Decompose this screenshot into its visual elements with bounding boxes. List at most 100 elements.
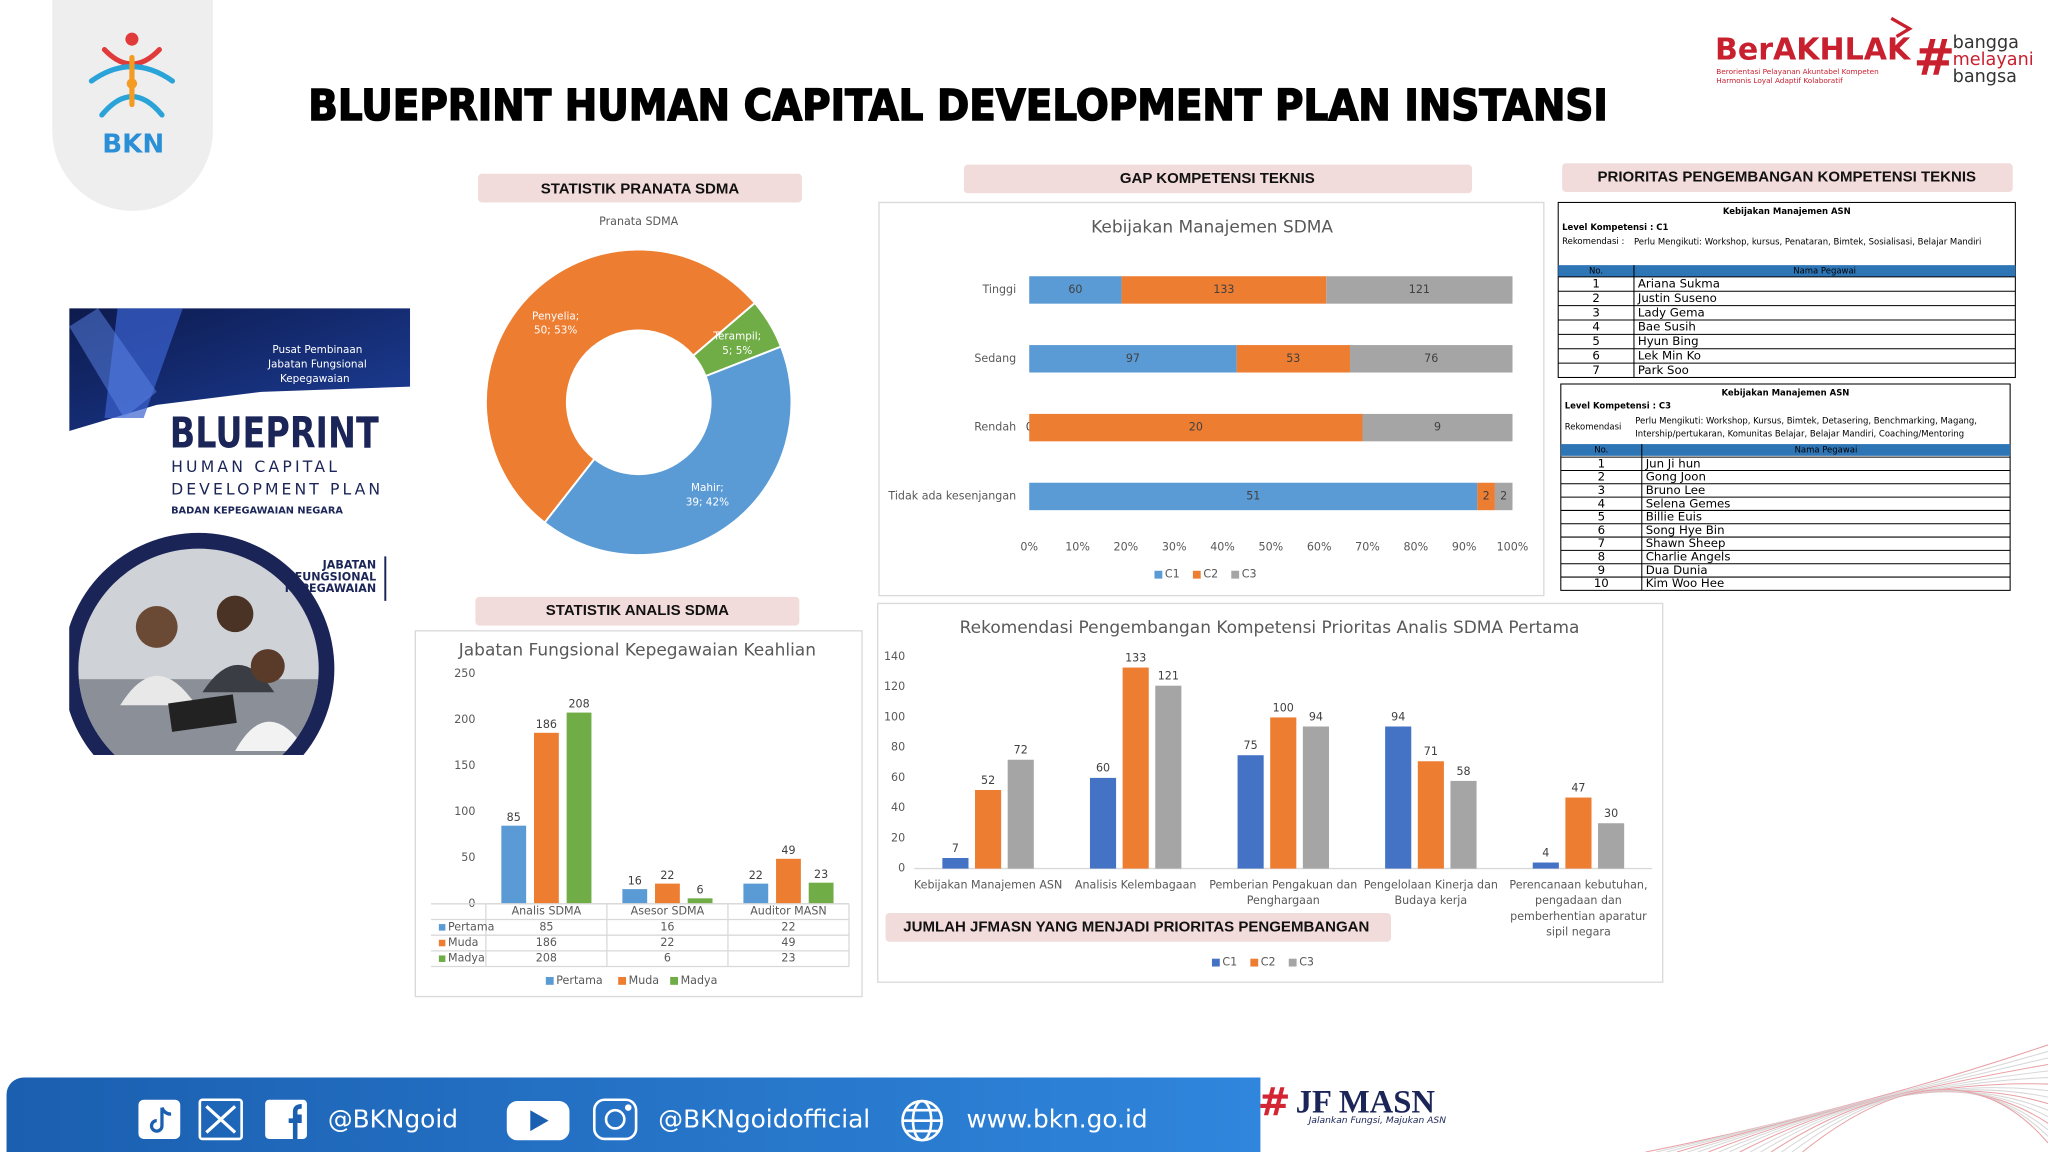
bar — [942, 857, 969, 869]
table-cell: 4 — [1592, 320, 1599, 334]
bar — [743, 883, 769, 904]
text-line: pengadaan dan — [1535, 894, 1622, 907]
data-label: 23 — [814, 868, 828, 881]
text-line: Mahir; — [691, 482, 724, 494]
bar — [1450, 780, 1477, 869]
legend-label: C1 — [1222, 956, 1237, 969]
cover-publisher: Jabatan Fungsional — [267, 358, 367, 370]
data-label: 72 — [1014, 744, 1028, 757]
legend-label: C1 — [1165, 568, 1180, 581]
decoration — [1645, 1044, 2048, 1152]
data-label: 85 — [507, 811, 521, 824]
x-tick-label: 100% — [1497, 540, 1529, 553]
cover-agency: BADAN KEPEGAWAIAN NEGARA — [171, 506, 343, 517]
table-rec: Perlu Mengikuti: Workshop, Kursus, Bimte… — [1635, 415, 1977, 438]
legend-swatch — [1288, 958, 1297, 967]
table-value: 208 — [536, 952, 557, 965]
legend-swatch — [670, 976, 679, 985]
table-category: Auditor MASN — [750, 905, 826, 918]
data-label: 97 — [1126, 352, 1140, 365]
text-line: Penyelia; — [532, 310, 579, 322]
x-tick-label: Kebijakan Manajemen ASN — [914, 879, 1062, 892]
decor-line — [1802, 1089, 2048, 1152]
x-tick-label: 70% — [1355, 540, 1380, 553]
table-cell: 10 — [1594, 576, 1609, 590]
legend-label: Madya — [681, 974, 718, 987]
section-label: STATISTIK PRANATA SDMA — [541, 180, 740, 197]
data-label: 7 — [952, 842, 959, 855]
table-cell: Selena Gemes — [1646, 496, 1731, 510]
table-header-cell: Nama Pegawai — [1793, 266, 1856, 276]
brand-line: Berorientasi Pelayanan Akuntabel Kompete… — [1716, 67, 1879, 76]
bar — [1385, 726, 1412, 869]
y-tick-label: 60 — [891, 771, 905, 784]
data-label: 47 — [1571, 781, 1585, 794]
y-tick-label: Sedang — [974, 352, 1016, 365]
table-cell: Lady Gema — [1638, 305, 1705, 319]
x-tick-label: Perencanaan kebutuhan, pengadaan dan pembe… — [1509, 879, 1647, 939]
section-label: PRIORITAS PENGEMBANGAN KOMPETENSI TEKNIS — [1598, 169, 1976, 186]
legend-swatch — [545, 976, 554, 985]
chart-frame — [878, 201, 1545, 597]
table-cell: 1 — [1592, 277, 1599, 291]
footer-bar — [6, 1077, 1261, 1152]
table-value: 6 — [664, 952, 671, 965]
x-tick-label: Pengelolaan Kinerja dan Budaya kerja — [1364, 879, 1498, 908]
y-tick-label: Rendah — [974, 421, 1016, 434]
y-tick-label: Tinggi — [981, 283, 1016, 296]
text-line: 5; 5% — [722, 345, 752, 357]
x-tick-label: 20% — [1114, 540, 1139, 553]
y-tick-label: 80 — [891, 741, 905, 754]
jf-hash: # — [1258, 1080, 1291, 1125]
bar — [687, 898, 713, 904]
bar — [1122, 667, 1149, 869]
table-value: 85 — [539, 920, 553, 933]
text-line: Penghargaan — [1247, 894, 1320, 907]
table-cell: Hyun Bing — [1638, 334, 1699, 348]
data-label: 121 — [1409, 283, 1430, 296]
table-cell: Lek Min Ko — [1638, 348, 1701, 362]
legend-swatch — [1154, 570, 1163, 579]
x-tick-label: Pemberian Pengakuan dan Penghargaan — [1209, 879, 1357, 908]
section-label: JUMLAH JFMASN YANG MENJADI PRIORITAS PEN… — [903, 918, 1369, 935]
bar — [1237, 755, 1264, 869]
table-cell: 5 — [1592, 334, 1599, 348]
table-cell: 6 — [1592, 348, 1599, 362]
text-line: Terampil; — [712, 331, 761, 343]
data-label: Mahir; 39; 42% — [686, 482, 729, 508]
table-category: Asesor SDMA — [631, 905, 705, 918]
y-tick-label: 250 — [454, 667, 475, 680]
jf-motto: Jalankan Fungsi, Majukan ASN — [1307, 1116, 1446, 1126]
section-label-box — [963, 164, 1472, 194]
section-label: GAP KOMPETENSI TEKNIS — [1120, 170, 1315, 187]
text-line: Budaya kerja — [1395, 894, 1468, 907]
data-label: 75 — [1244, 739, 1258, 752]
bar — [1155, 685, 1182, 869]
legend-swatch — [618, 976, 627, 985]
tagline: bangga — [1953, 33, 2019, 53]
table-header — [1560, 444, 2011, 456]
section-label-box — [475, 596, 800, 626]
x-tick-label: 0% — [1020, 540, 1038, 553]
table-cell: 2 — [1592, 291, 1599, 305]
table-cell: Gong Joon — [1646, 470, 1706, 484]
table-cell: 7 — [1598, 536, 1605, 550]
table-rec: Perlu Mengikuti: Workshop, kursus, Penat… — [1634, 236, 1981, 246]
x-tick-label: 80% — [1404, 540, 1429, 553]
brand-swoosh — [1890, 16, 1913, 38]
cover-position: FUNGSIONAL — [295, 570, 376, 583]
table-category: Analis SDMA — [512, 905, 582, 918]
table-rec-label: Rekomendasi — [1565, 422, 1622, 432]
data-label: 2 — [1500, 489, 1507, 502]
jf-name: JF MASN — [1296, 1084, 1436, 1120]
chart-title: Pranata SDMA — [599, 215, 679, 228]
legend-swatch — [438, 955, 446, 962]
text-line: Pengelolaan Kinerja dan — [1364, 879, 1498, 892]
bar — [1302, 726, 1329, 869]
text-line: Perlu Mengikuti: Workshop, Kursus, Bimte… — [1635, 415, 1977, 425]
x-tick-label: 90% — [1452, 540, 1477, 553]
bar-segment — [1029, 413, 1363, 442]
bar — [1598, 823, 1625, 869]
y-tick-label: 140 — [884, 650, 905, 663]
